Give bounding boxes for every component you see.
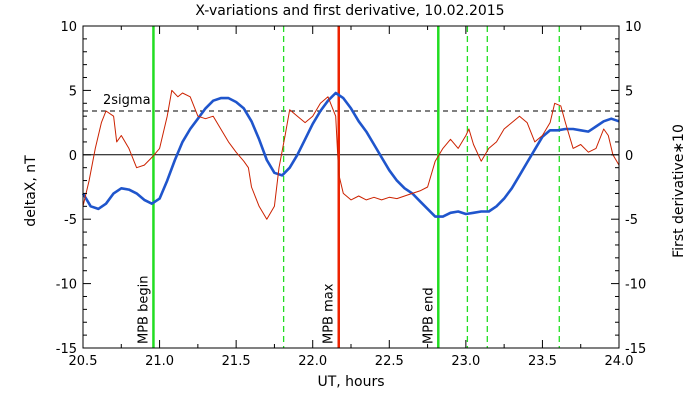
series-line-deltaX <box>81 91 620 218</box>
vline-label-3: MPB max <box>322 283 337 344</box>
y-tick-label-left-2: -5 <box>64 213 77 228</box>
x-tick-label-2: 21.5 <box>222 354 251 369</box>
x-tick-label-7: 24.0 <box>605 354 634 369</box>
x-tick-label-3: 22.0 <box>298 354 327 369</box>
sigma-label: 2sigma <box>103 93 151 108</box>
y-tick-label-right-1: -10 <box>625 278 646 293</box>
vline-label-1: MPB begin <box>136 276 151 344</box>
y-axis-title-right: First derivative∗10 <box>671 124 687 258</box>
plot-area: 2sigma MPB begin MPB max MPB end 20.5 21.0 21.… <box>56 20 646 369</box>
y-tick-label-right-5: 10 <box>625 20 642 35</box>
y-axis-title-left: deltaX, nT <box>23 155 39 227</box>
x-tick-label-0: 20.5 <box>69 354 98 369</box>
x-axis-title: UT, hours <box>317 374 384 390</box>
x-tick-label-4: 22.5 <box>375 354 404 369</box>
x-tick-label-6: 23.5 <box>528 354 557 369</box>
y-tick-label-left-5: 10 <box>60 20 77 35</box>
y-tick-label-left-1: -10 <box>56 278 77 293</box>
x-tick-label-5: 23.0 <box>451 354 480 369</box>
y-tick-label-left-0: -15 <box>56 342 77 357</box>
series-line-derivative <box>82 89 620 220</box>
y-tick-label-left-4: 5 <box>69 84 77 99</box>
vline-label-4: MPB end <box>421 287 436 344</box>
y-tick-label-left-3: 0 <box>69 149 77 164</box>
y-tick-label-right-4: 5 <box>625 84 633 99</box>
y-tick-label-right-3: 0 <box>625 149 633 164</box>
x-tick-label-1: 21.0 <box>145 354 174 369</box>
chart-title: X-variations and first derivative, 10.02… <box>195 3 504 19</box>
y-tick-label-right-2: -5 <box>625 213 638 228</box>
y-tick-label-right-0: -15 <box>625 342 646 357</box>
